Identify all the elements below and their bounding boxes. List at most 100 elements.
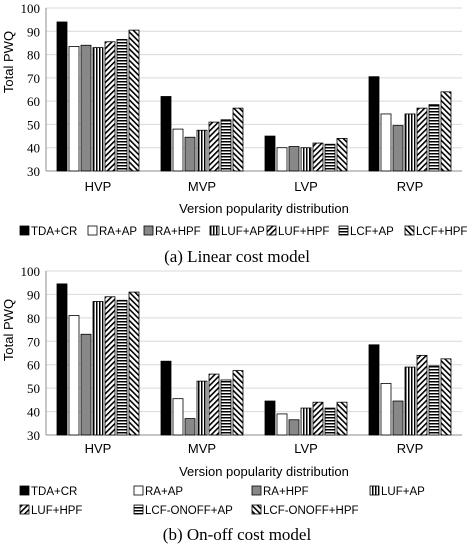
bar-hvp-luf-hpf: [104, 296, 116, 436]
x-tick-label: LVP: [294, 179, 318, 194]
bars: [56, 21, 452, 172]
bar-lvp-lcf-onoff-ap: [324, 407, 336, 436]
bar-hvp-luf-hpf: [104, 41, 116, 172]
legend-label: LCF-ONOFF+HPF: [263, 505, 359, 517]
bar-lvp-ra-ap: [276, 147, 288, 172]
bar-rvp-luf-ap: [404, 366, 416, 436]
legend-swatch: [251, 504, 262, 515]
bar-mvp-luf-ap: [196, 380, 208, 436]
legend-swatch: [19, 225, 30, 236]
bar-lvp-lcf-ap: [324, 143, 336, 172]
bar-rvp-ra-hpf: [392, 400, 404, 436]
bar-lvp-luf-ap: [300, 147, 312, 172]
bar-rvp-lcf-ap: [428, 104, 440, 172]
bar-lvp-lcf-onoff-hpf: [336, 401, 348, 436]
bar-rvp-tda-cr: [368, 344, 380, 436]
legend-swatch: [266, 225, 277, 236]
legend-label: LUF+AP: [221, 226, 265, 238]
bar-lvp-tda-cr: [264, 135, 276, 172]
x-tick-label: HVP: [85, 441, 112, 456]
bar-hvp-tda-cr: [56, 21, 68, 172]
bar-mvp-ra-hpf: [184, 136, 196, 172]
bar-lvp-ra-hpf: [288, 146, 300, 172]
legend-swatch: [209, 225, 220, 236]
x-tick-label: LVP: [294, 441, 318, 456]
y-axis-label: Total PWQ: [1, 299, 16, 361]
bar-rvp-tda-cr: [368, 76, 380, 172]
legend-swatch: [19, 485, 30, 496]
bar-hvp-luf-ap: [92, 301, 104, 436]
caption: (a) Linear cost model: [164, 247, 310, 266]
legend-swatch: [87, 225, 98, 236]
y-tick-label: 50: [27, 381, 40, 396]
y-tick-label: 80: [27, 311, 40, 326]
y-tick-label: 70: [27, 334, 40, 349]
legend-label: TDA+CR: [31, 486, 77, 498]
bar-lvp-lcf-hpf: [336, 137, 348, 172]
x-tick-label: RVP: [397, 441, 424, 456]
bar-rvp-ra-hpf: [392, 125, 404, 172]
legend-swatch: [338, 225, 349, 236]
legend-swatch: [19, 504, 30, 515]
y-tick-label: 30: [27, 428, 40, 443]
x-tick-label: HVP: [85, 179, 112, 194]
bar-rvp-lcf-onoff-hpf: [440, 358, 452, 436]
bar-mvp-lcf-hpf: [232, 107, 244, 172]
y-tick-label: 50: [27, 117, 40, 132]
y-axis-label: Total PWQ: [1, 31, 16, 93]
chart-panel-linear: 30 40 50 60 70 80 90 100 HVP MVP LVP RVP Total PWQ…: [1, 1, 467, 266]
bar-lvp-ra-hpf: [288, 419, 300, 436]
legend-label: TDA+CR: [31, 226, 77, 238]
y-tick-labels: 30 40 50 60 70 80 90 100: [21, 1, 41, 179]
legend-swatch: [133, 485, 144, 496]
legend-label: LUF+AP: [381, 486, 425, 498]
y-tick-label: 80: [27, 48, 40, 63]
y-tick-labels: 30 40 50 60 70 80 90 100: [21, 264, 41, 443]
y-tick-label: 40: [27, 141, 40, 156]
bar-rvp-lcf-onoff-ap: [428, 365, 440, 436]
legend: TDA+CR RA+AP RA+HPF LUF+AP LUF+HPF LCF+AP LCF+…: [19, 225, 467, 238]
y-tick-label: 40: [27, 405, 40, 420]
bar-rvp-ra-ap: [380, 383, 392, 436]
bar-hvp-ra-ap: [68, 46, 80, 172]
legend-label: LCF+HPF: [416, 226, 467, 238]
bar-lvp-tda-cr: [264, 400, 276, 436]
chart-panel-onoff: 30 40 50 60 70 80 90 100 HVP MVP LVP RVP Total PWQ…: [1, 264, 462, 544]
bar-hvp-ra-ap: [68, 315, 80, 436]
caption: (b) On-off cost model: [163, 525, 312, 544]
y-tick-label: 30: [27, 164, 40, 179]
y-tick-label: 60: [27, 358, 40, 373]
legend-label: RA+AP: [99, 226, 137, 238]
bar-rvp-lcf-hpf: [440, 91, 452, 172]
x-axis-label: Version popularity distribution: [179, 464, 349, 479]
legend-swatch: [369, 485, 380, 496]
x-tick-labels: HVP MVP LVP RVP: [85, 441, 424, 456]
bar-mvp-luf-ap: [196, 129, 208, 172]
bars: [56, 283, 452, 436]
bar-mvp-tda-cr: [160, 96, 172, 172]
bar-mvp-ra-hpf: [184, 418, 196, 436]
legend-swatch: [133, 504, 144, 515]
bar-rvp-luf-hpf: [416, 354, 428, 436]
bar-mvp-luf-hpf: [208, 121, 220, 172]
bar-hvp-ra-hpf: [80, 44, 92, 172]
x-tick-label: MVP: [188, 179, 216, 194]
bar-mvp-lcf-ap: [220, 119, 232, 172]
bar-hvp-lcf-ap: [116, 39, 128, 172]
bar-lvp-luf-ap: [300, 407, 312, 436]
bar-lvp-luf-hpf: [312, 142, 324, 172]
y-tick-label: 90: [27, 24, 40, 39]
legend-swatch: [404, 225, 415, 236]
bar-lvp-ra-ap: [276, 413, 288, 436]
y-tick-label: 60: [27, 94, 40, 109]
x-tick-label: MVP: [188, 441, 216, 456]
bar-rvp-luf-ap: [404, 113, 416, 172]
bar-mvp-lcf-onoff-hpf: [232, 370, 244, 436]
legend-swatch: [251, 485, 262, 496]
bar-hvp-lcf-hpf: [128, 29, 140, 172]
legend-label: LUF+HPF: [278, 226, 329, 238]
bar-hvp-ra-hpf: [80, 333, 92, 436]
legend-label: LCF+AP: [350, 226, 394, 238]
bar-mvp-ra-ap: [172, 398, 184, 436]
